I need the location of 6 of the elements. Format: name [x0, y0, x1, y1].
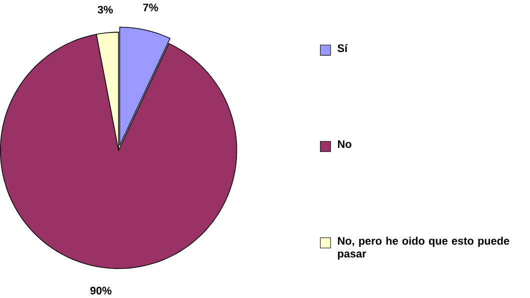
data-label: 3% [98, 6, 113, 14]
legend-label: Sí [338, 44, 348, 52]
data-label: 90% [90, 286, 112, 294]
legend-label: No, pero he oido que esto puede pasar [338, 236, 510, 260]
legend-label: No [338, 140, 352, 148]
data-label: 7% [143, 4, 158, 12]
